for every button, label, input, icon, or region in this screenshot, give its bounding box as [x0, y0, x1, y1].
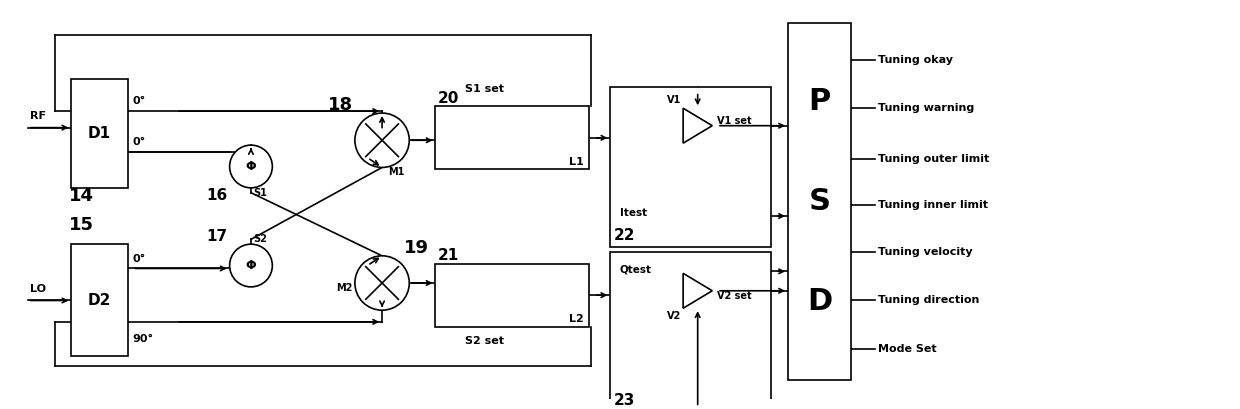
- Text: Tuning okay: Tuning okay: [878, 55, 954, 65]
- Text: 16: 16: [206, 188, 228, 203]
- Polygon shape: [683, 273, 712, 308]
- Text: Itest: Itest: [620, 208, 647, 218]
- Text: 22: 22: [614, 228, 636, 243]
- Text: 20: 20: [438, 91, 459, 106]
- Text: S2: S2: [253, 234, 267, 244]
- Text: Tuning direction: Tuning direction: [878, 295, 980, 306]
- Bar: [72, 79, 128, 188]
- Bar: [610, 252, 770, 409]
- Text: LO: LO: [30, 284, 46, 294]
- Text: Tuning outer limit: Tuning outer limit: [878, 154, 990, 164]
- Text: D1: D1: [88, 126, 112, 141]
- Text: 0°: 0°: [133, 97, 146, 106]
- Text: D2: D2: [88, 292, 112, 308]
- Text: Qtest: Qtest: [620, 264, 652, 274]
- Text: D: D: [807, 287, 832, 316]
- Bar: [72, 244, 128, 356]
- Bar: [435, 263, 589, 327]
- Text: S1: S1: [253, 188, 267, 198]
- Polygon shape: [683, 108, 712, 143]
- Text: 23: 23: [614, 393, 636, 408]
- Text: M2: M2: [336, 283, 353, 293]
- Text: 18: 18: [327, 96, 353, 114]
- Text: S: S: [808, 187, 831, 216]
- Text: M1: M1: [388, 167, 404, 178]
- Text: 19: 19: [404, 239, 429, 257]
- Circle shape: [229, 145, 273, 188]
- Text: 21: 21: [438, 248, 459, 263]
- Bar: [787, 23, 851, 380]
- Text: 14: 14: [69, 187, 94, 204]
- Text: RF: RF: [30, 111, 46, 121]
- Text: V1 set: V1 set: [717, 116, 751, 126]
- Text: Φ: Φ: [246, 160, 257, 173]
- Circle shape: [355, 113, 409, 167]
- Text: L2: L2: [569, 314, 584, 324]
- Text: 15: 15: [69, 216, 94, 234]
- Text: Tuning velocity: Tuning velocity: [878, 247, 973, 257]
- Text: Φ: Φ: [246, 259, 257, 272]
- Circle shape: [355, 256, 409, 310]
- Text: 0°: 0°: [133, 137, 146, 147]
- Text: 17: 17: [207, 229, 228, 244]
- Text: V2: V2: [667, 311, 681, 321]
- Text: P: P: [808, 87, 831, 116]
- Text: S1 set: S1 set: [465, 84, 503, 94]
- Text: S2 set: S2 set: [465, 336, 503, 346]
- Text: 90°: 90°: [133, 334, 154, 344]
- Text: Mode Set: Mode Set: [878, 344, 937, 354]
- Text: V1: V1: [667, 95, 681, 106]
- Text: L1: L1: [569, 157, 584, 166]
- Text: Tuning warning: Tuning warning: [878, 103, 975, 113]
- Bar: [435, 106, 589, 169]
- Text: 0°: 0°: [133, 254, 146, 264]
- Text: Tuning inner limit: Tuning inner limit: [878, 200, 988, 210]
- Circle shape: [229, 244, 273, 287]
- Text: V2 set: V2 set: [717, 291, 751, 301]
- Bar: [610, 87, 770, 247]
